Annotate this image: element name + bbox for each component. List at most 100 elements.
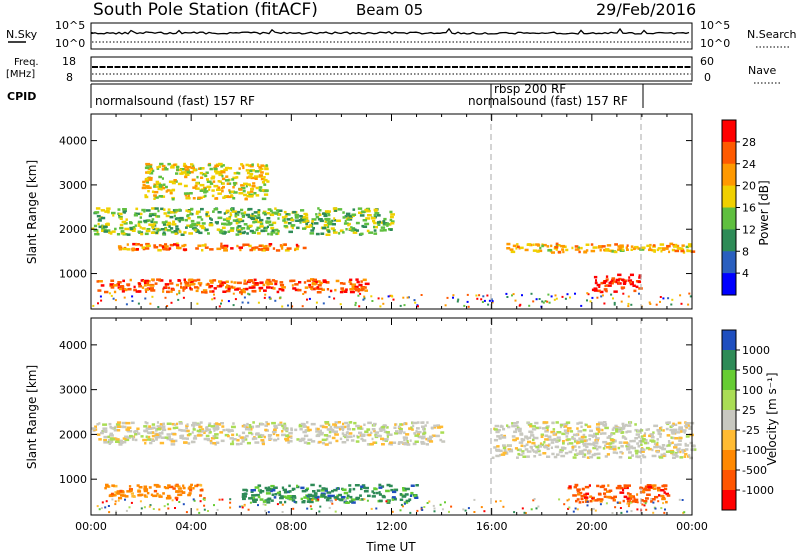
echo-cell <box>138 486 143 489</box>
echo-cell <box>197 282 203 285</box>
echo-cell <box>190 283 195 286</box>
echo-cell <box>155 227 160 231</box>
echo-cell <box>617 248 622 251</box>
echo-cell <box>313 492 318 495</box>
echo-cell <box>179 436 183 439</box>
echo-cell <box>209 217 212 220</box>
echo-cell <box>666 494 671 497</box>
echo-cell <box>229 437 234 440</box>
echo-cell <box>189 212 193 215</box>
echo-cell <box>166 223 171 227</box>
colorbar-swatch <box>722 350 736 371</box>
echo-cell <box>355 229 359 232</box>
echo-cell <box>189 287 192 290</box>
echo-cell <box>671 248 676 252</box>
echo-cell <box>276 290 280 294</box>
echo-cell <box>578 445 581 449</box>
echo-cell <box>653 484 657 487</box>
echo-cell <box>142 183 146 187</box>
echo-cell <box>650 433 654 436</box>
echo-cell <box>605 278 609 281</box>
echo-cell <box>656 486 661 490</box>
echo-cell <box>167 221 171 225</box>
echo-cell <box>598 285 601 288</box>
echo-cell <box>283 424 287 428</box>
echo-cell <box>155 180 160 184</box>
echo-cell <box>612 445 616 449</box>
echo-cell <box>641 454 645 457</box>
echo-cell <box>580 425 583 428</box>
echo-cell <box>171 288 175 291</box>
echo-cell <box>530 508 533 511</box>
echo-cell <box>225 280 229 283</box>
echo-cell <box>171 198 175 201</box>
echo-cell <box>247 183 251 186</box>
echo-cell <box>220 439 225 443</box>
echo-cell <box>94 232 99 236</box>
echo-cell <box>687 303 690 306</box>
echo-cell <box>634 428 638 432</box>
echo-cell <box>310 508 313 510</box>
echo-cell <box>224 179 230 182</box>
echo-cell <box>346 425 350 428</box>
echo-cell <box>592 246 598 249</box>
echo-cell <box>502 446 506 450</box>
echo-cell <box>354 301 357 304</box>
echo-cell <box>128 506 131 509</box>
echo-cell <box>326 288 330 291</box>
echo-cell <box>314 495 319 499</box>
echo-cell <box>166 437 171 441</box>
echo-cell <box>680 302 683 305</box>
echo-cell <box>212 435 217 438</box>
echo-cell <box>275 249 281 252</box>
echo-cell <box>230 221 233 225</box>
echo-cell <box>115 510 118 513</box>
echo-cell <box>240 212 246 215</box>
echo-cell <box>334 498 337 501</box>
echo-cell <box>207 424 211 427</box>
echo-cell <box>170 166 175 169</box>
echo-cell <box>283 224 288 228</box>
echo-cell <box>551 251 555 254</box>
power-ylabel: Slant Range [km] <box>25 160 39 264</box>
nave-label: Nave <box>748 64 776 77</box>
echo-cell <box>344 421 349 425</box>
echo-cell <box>648 248 653 252</box>
echo-cell <box>351 285 355 289</box>
echo-cell <box>630 248 633 251</box>
echo-cell <box>221 226 226 230</box>
echo-cell <box>96 214 101 218</box>
echo-cell <box>578 437 581 440</box>
echo-cell <box>583 448 587 452</box>
echo-cell <box>618 426 621 430</box>
echo-cell <box>254 498 258 501</box>
echo-cell <box>560 454 566 458</box>
echo-cell <box>362 225 368 228</box>
echo-cell <box>593 452 598 456</box>
echo-cell <box>298 281 302 284</box>
echo-cell <box>159 441 165 445</box>
echo-cell <box>296 245 300 248</box>
echo-cell <box>550 244 553 248</box>
echo-cell <box>255 194 260 197</box>
echo-cell <box>306 298 308 301</box>
echo-cell <box>304 429 308 432</box>
echo-cell <box>136 427 140 430</box>
echo-cell <box>315 434 321 438</box>
echo-cell <box>182 296 185 299</box>
echo-cell <box>594 445 598 448</box>
echo-cell <box>268 437 273 441</box>
echo-cell <box>599 500 603 503</box>
echo-cell <box>531 428 537 431</box>
echo-cell <box>296 484 299 488</box>
echo-cell <box>679 456 684 459</box>
echo-cell <box>174 496 179 500</box>
echo-cell <box>292 507 295 510</box>
echo-cell <box>524 436 528 439</box>
echo-cell <box>639 486 642 489</box>
echo-cell <box>547 435 552 438</box>
echo-cell <box>500 453 506 456</box>
echo-cell <box>92 304 95 307</box>
echo-cell <box>547 293 550 296</box>
echo-cell <box>619 491 625 494</box>
